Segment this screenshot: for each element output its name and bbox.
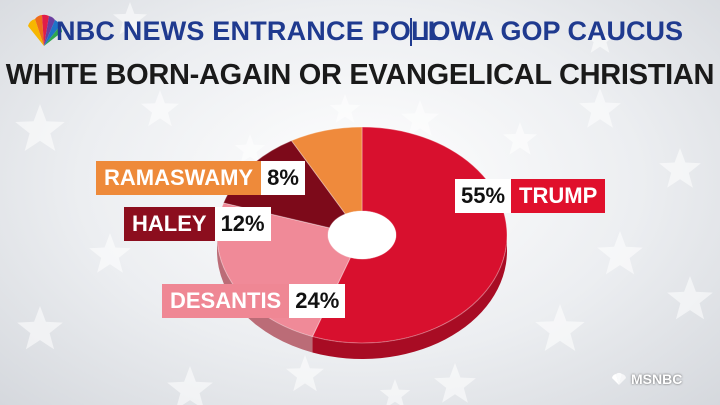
label-ramaswamy-name: RAMASWAMY: [96, 161, 262, 195]
donut-hole: [328, 211, 396, 259]
label-desantis-pct: 24%: [289, 284, 346, 318]
background-star: [141, 90, 179, 127]
label-trump-name: TRUMP: [511, 179, 606, 213]
label-desantis-name: DESANTIS: [162, 284, 290, 318]
nbc-peacock-icon: [28, 14, 62, 46]
msnbc-logo: MSNBC: [610, 371, 682, 387]
background-star: [434, 363, 476, 403]
label-haley-pct: 12%: [214, 207, 271, 241]
header-divider: [410, 18, 412, 46]
background-star: [401, 100, 439, 137]
background-star: [584, 24, 616, 53]
label-ramaswamy: RAMASWAMY 8%: [96, 161, 305, 195]
label-haley: HALEY 12%: [124, 207, 271, 241]
label-haley-name: HALEY: [124, 207, 215, 241]
header-banner: NBC NEWS ENTRANCE POLL IOWA GOP CAUCUS: [0, 10, 720, 54]
slice-side-trump: [312, 235, 507, 360]
label-trump: 55% TRUMP: [455, 179, 606, 213]
label-ramaswamy-pct: 8%: [261, 161, 305, 195]
background-star: [17, 306, 63, 350]
msnbc-peacock-icon: [612, 373, 626, 385]
background-star: [667, 276, 713, 320]
label-trump-pct: 55%: [455, 179, 512, 213]
background-star: [579, 88, 621, 128]
background-star: [659, 148, 701, 188]
background-star: [597, 231, 643, 275]
msnbc-brand: MSNBC: [631, 371, 683, 387]
background-star: [329, 94, 361, 123]
header-race-title: IOWA GOP CAUCUS: [422, 16, 684, 46]
background-star: [535, 304, 585, 351]
background-star: [234, 134, 266, 163]
background-star: [167, 366, 213, 405]
background-star: [286, 355, 324, 392]
background-star: [379, 379, 411, 405]
chart-subtitle: WHITE BORN-AGAIN OR EVANGELICAL CHRISTIA…: [5, 59, 715, 91]
background-star: [112, 2, 148, 35]
background-star: [502, 122, 538, 155]
header-network-title: NBC NEWS ENTRANCE POLL: [56, 16, 445, 46]
label-desantis: DESANTIS 24%: [162, 284, 346, 318]
background-star: [89, 233, 131, 273]
background-star: [15, 104, 65, 151]
